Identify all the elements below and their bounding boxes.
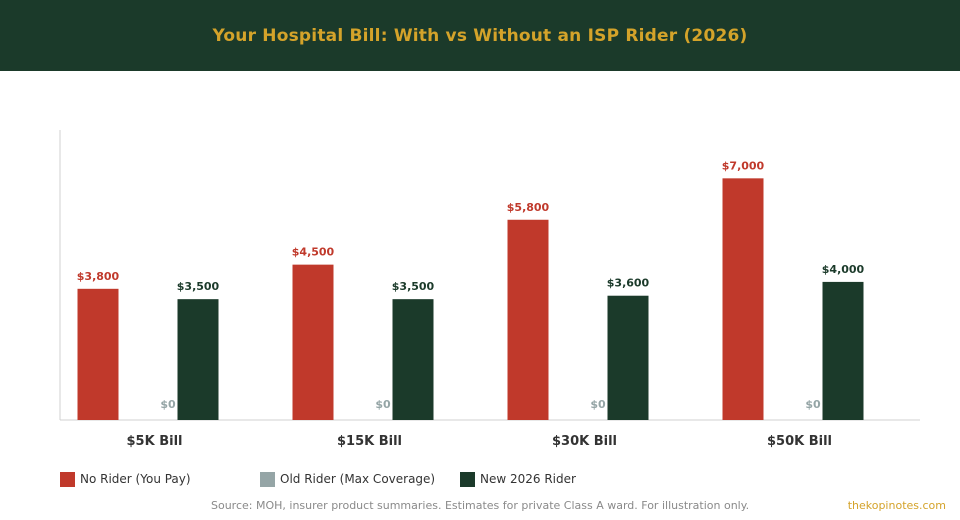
- legend-item-old-rider: Old Rider (Max Coverage): [260, 471, 460, 487]
- value-label-old-rider-3: $0: [590, 398, 606, 411]
- value-label-old-rider-4: $0: [805, 398, 821, 411]
- legend-label-new-rider: New 2026 Rider: [480, 472, 576, 486]
- legend-label-no-rider: No Rider (You Pay): [80, 472, 191, 486]
- legend-label-old-rider: Old Rider (Max Coverage): [280, 472, 436, 486]
- chart-value-labels: $3,800 $0 $3,500 $4,500 $0 $3,500 $5,800 $0 $3,6…: [77, 159, 865, 411]
- legend-item-new-rider: New 2026 Rider: [460, 471, 576, 487]
- value-label-new-rider-2: $3,500: [392, 280, 435, 293]
- value-label-no-rider-3: $5,800: [507, 201, 550, 214]
- source-note: Source: MOH, insurer product summaries. …: [211, 499, 750, 512]
- legend-item-no-rider: No Rider (You Pay): [60, 471, 260, 487]
- bar-no-rider-2: [292, 264, 334, 420]
- bar-no-rider-3: [507, 219, 549, 420]
- legend-swatch-no-rider: [60, 471, 75, 487]
- bar-no-rider-4: [722, 178, 764, 420]
- category-label-4: $50K Bill: [767, 434, 832, 449]
- bar-new-rider-4: [822, 281, 864, 420]
- value-label-no-rider-1: $3,800: [77, 270, 120, 283]
- chart-title: Your Hospital Bill: With vs Without an I…: [212, 25, 748, 46]
- brand-credit: thekopinotes.com: [847, 499, 946, 512]
- bar-new-rider-1: [177, 299, 219, 420]
- category-label-1: $5K Bill: [127, 434, 183, 449]
- value-label-no-rider-2: $4,500: [292, 246, 335, 259]
- chart-legend: No Rider (You Pay) Old Rider (Max Covera…: [60, 471, 576, 487]
- value-label-new-rider-4: $4,000: [822, 263, 865, 276]
- category-label-3: $30K Bill: [552, 434, 617, 449]
- value-label-old-rider-1: $0: [160, 398, 176, 411]
- chart-bars: [77, 178, 864, 420]
- chart-header: Your Hospital Bill: With vs Without an I…: [0, 0, 960, 71]
- category-label-2: $15K Bill: [337, 434, 402, 449]
- legend-swatch-old-rider: [260, 471, 275, 487]
- value-label-old-rider-2: $0: [375, 398, 391, 411]
- value-label-new-rider-3: $3,600: [607, 277, 650, 290]
- legend-swatch-new-rider: [460, 471, 475, 487]
- bar-new-rider-3: [607, 295, 649, 420]
- bar-new-rider-2: [392, 299, 434, 420]
- bar-no-rider-1: [77, 288, 119, 420]
- value-label-no-rider-4: $7,000: [722, 159, 765, 172]
- value-label-new-rider-1: $3,500: [177, 280, 220, 293]
- chart-category-labels: $5K Bill $15K Bill $30K Bill $50K Bill: [127, 434, 832, 449]
